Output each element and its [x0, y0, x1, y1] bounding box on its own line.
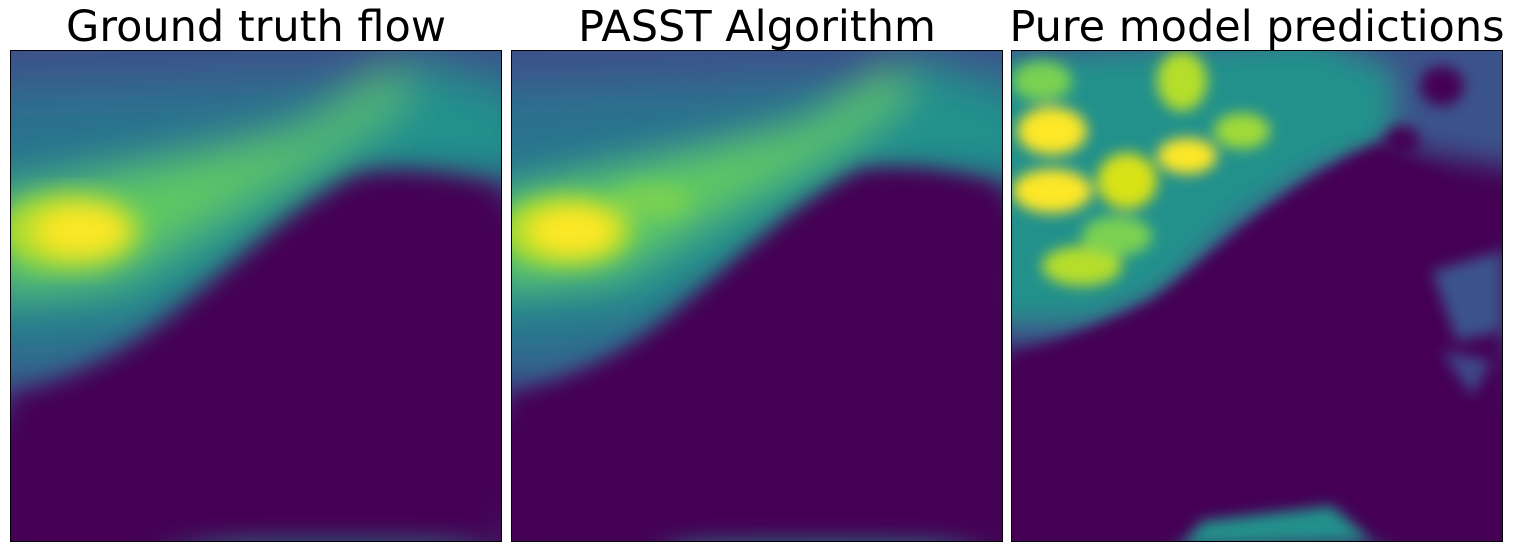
passt-heatmap-image	[512, 51, 1002, 541]
ground-truth-heatmap-image	[11, 51, 501, 541]
ground-truth-heatmap	[10, 50, 502, 542]
panel-title: Pure model predictions	[1009, 2, 1505, 52]
passt-heatmap	[511, 50, 1003, 542]
panel-title: Ground truth flow	[66, 2, 446, 52]
pure-model-heatmap	[1011, 50, 1503, 542]
panel-title: PASST Algorithm	[578, 2, 936, 52]
panel-pure-model: Pure model predictions	[1010, 0, 1504, 552]
panel-ground-truth: Ground truth flow	[10, 0, 502, 552]
panel-passt-algorithm: PASST Algorithm	[511, 0, 1003, 552]
pure-model-heatmap-image	[1012, 51, 1502, 541]
